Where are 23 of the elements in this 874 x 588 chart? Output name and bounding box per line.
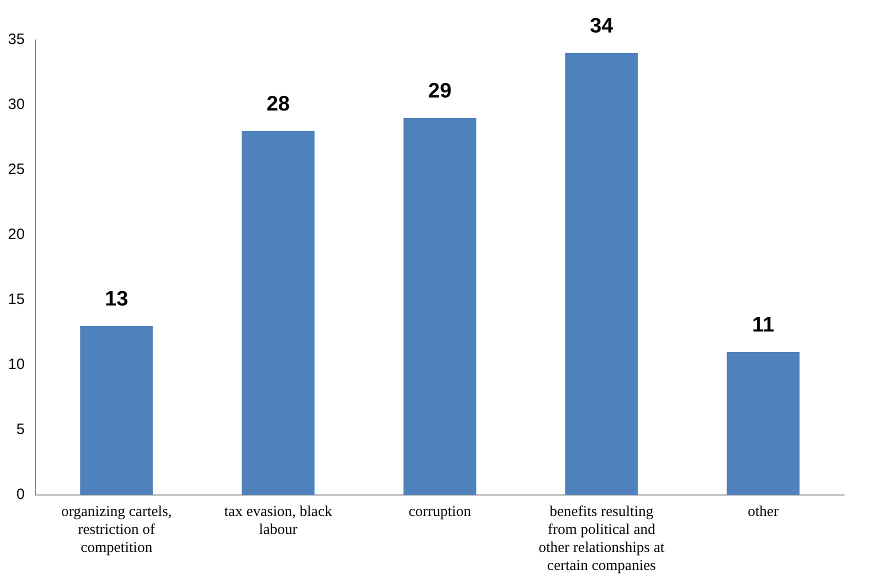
data-label: 34 [590, 14, 614, 38]
x-tick-label: other [748, 504, 779, 520]
x-tick-label: tax evasion, black labour [224, 504, 333, 538]
y-tick-label: 15 [8, 291, 25, 308]
bar [80, 326, 153, 495]
y-tick-label: 5 [16, 421, 25, 438]
bar [403, 118, 476, 495]
bar [242, 131, 315, 495]
x-tick-label: corruption [408, 504, 472, 520]
y-tick-label: 35 [8, 31, 25, 48]
x-tick-label: benefits resulting from political and other relationships at certain companies [538, 504, 666, 574]
data-label: 13 [104, 287, 128, 310]
data-label: 29 [428, 79, 452, 102]
data-label: 11 [752, 313, 775, 336]
y-tick-label: 0 [16, 486, 25, 504]
y-tick-label: 25 [8, 161, 25, 178]
y-tick-label: 10 [8, 356, 25, 374]
y-tick-label: 20 [8, 226, 25, 244]
bar [726, 352, 800, 495]
bar [565, 53, 638, 495]
y-tick-label: 30 [8, 96, 25, 114]
data-label: 28 [266, 92, 290, 116]
x-tick-label: organizing cartels, restriction of competition [61, 504, 172, 556]
